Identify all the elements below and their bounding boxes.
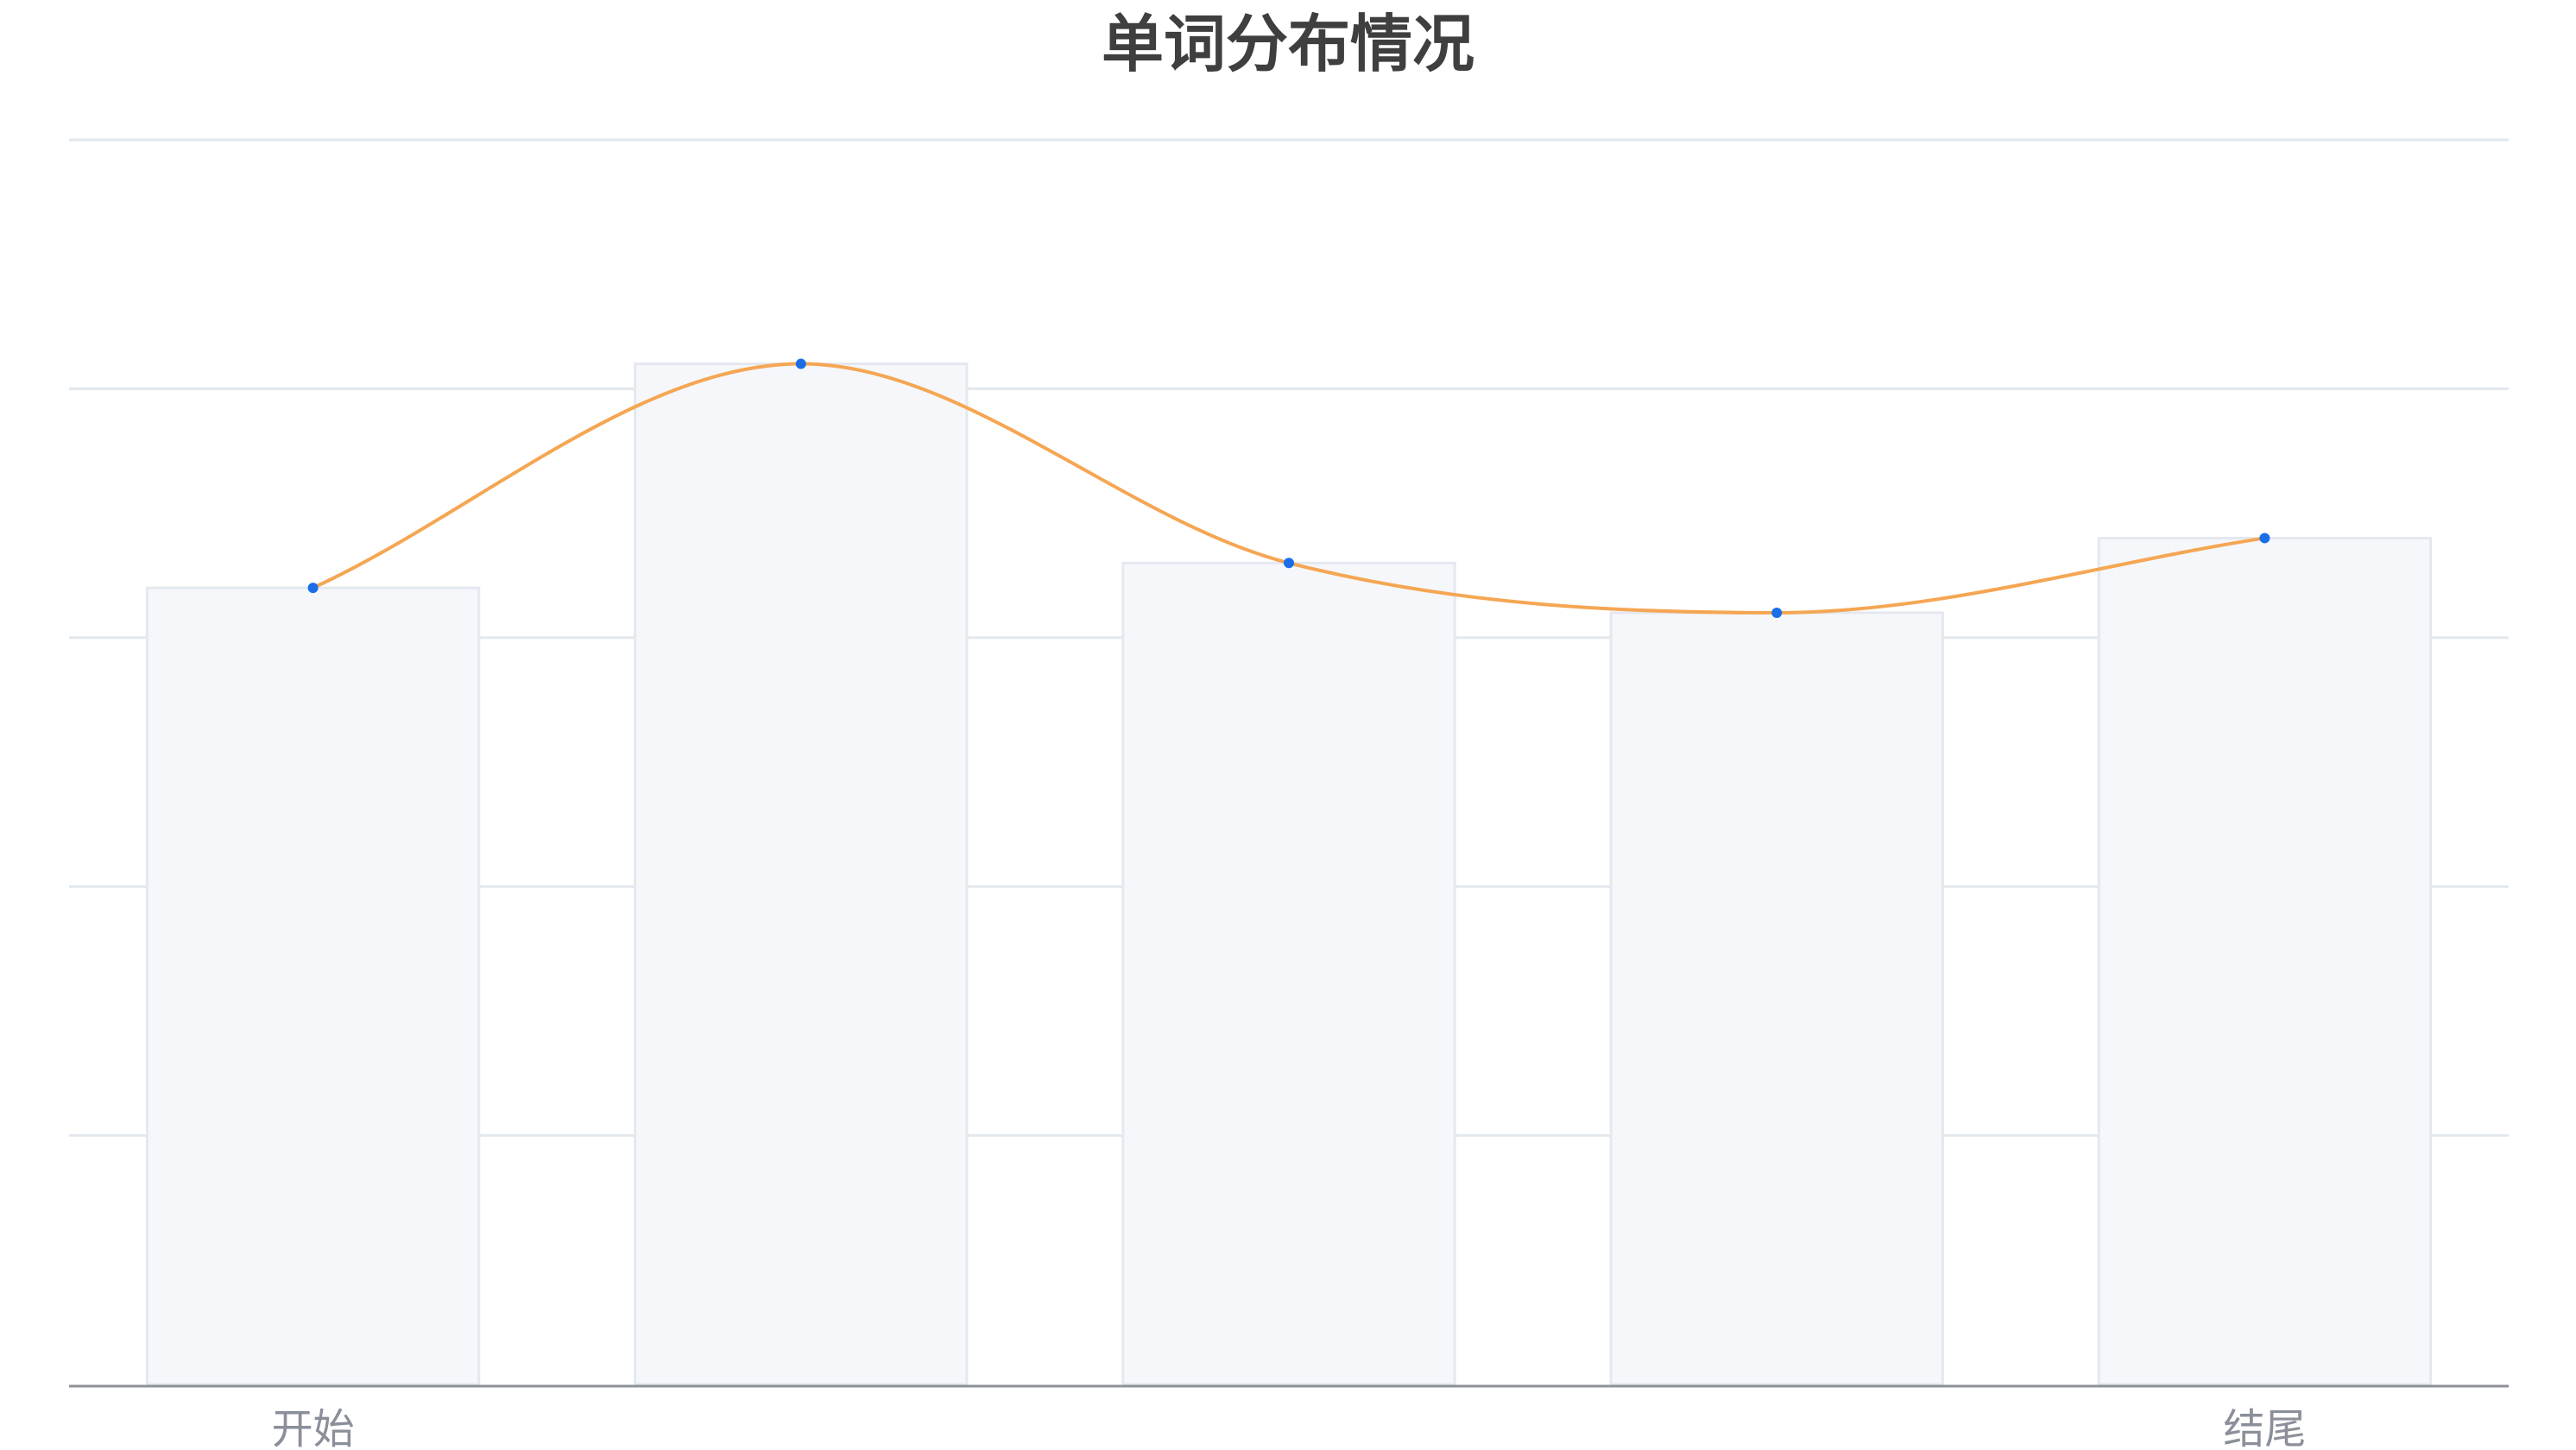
line-point: [2259, 533, 2270, 544]
line-point: [307, 583, 319, 594]
bar: [145, 586, 481, 1386]
line-path: [312, 362, 2265, 615]
bar: [1609, 611, 1944, 1386]
x-tick-labels: 开始 结尾: [272, 1405, 2307, 1450]
line-points: [307, 358, 2270, 618]
line-point: [1771, 607, 1783, 618]
bar: [1121, 561, 1456, 1386]
line-point: [1284, 558, 1294, 569]
bar: [634, 362, 969, 1386]
x-tick-label: 开始: [272, 1405, 355, 1450]
x-tick-label: 结尾: [2223, 1405, 2306, 1450]
line-series: [312, 362, 2265, 615]
bar-series: [145, 362, 2433, 1386]
chart-title: 单词分布情况: [1101, 8, 1474, 80]
line-point: [795, 358, 806, 369]
bar: [2097, 536, 2433, 1386]
